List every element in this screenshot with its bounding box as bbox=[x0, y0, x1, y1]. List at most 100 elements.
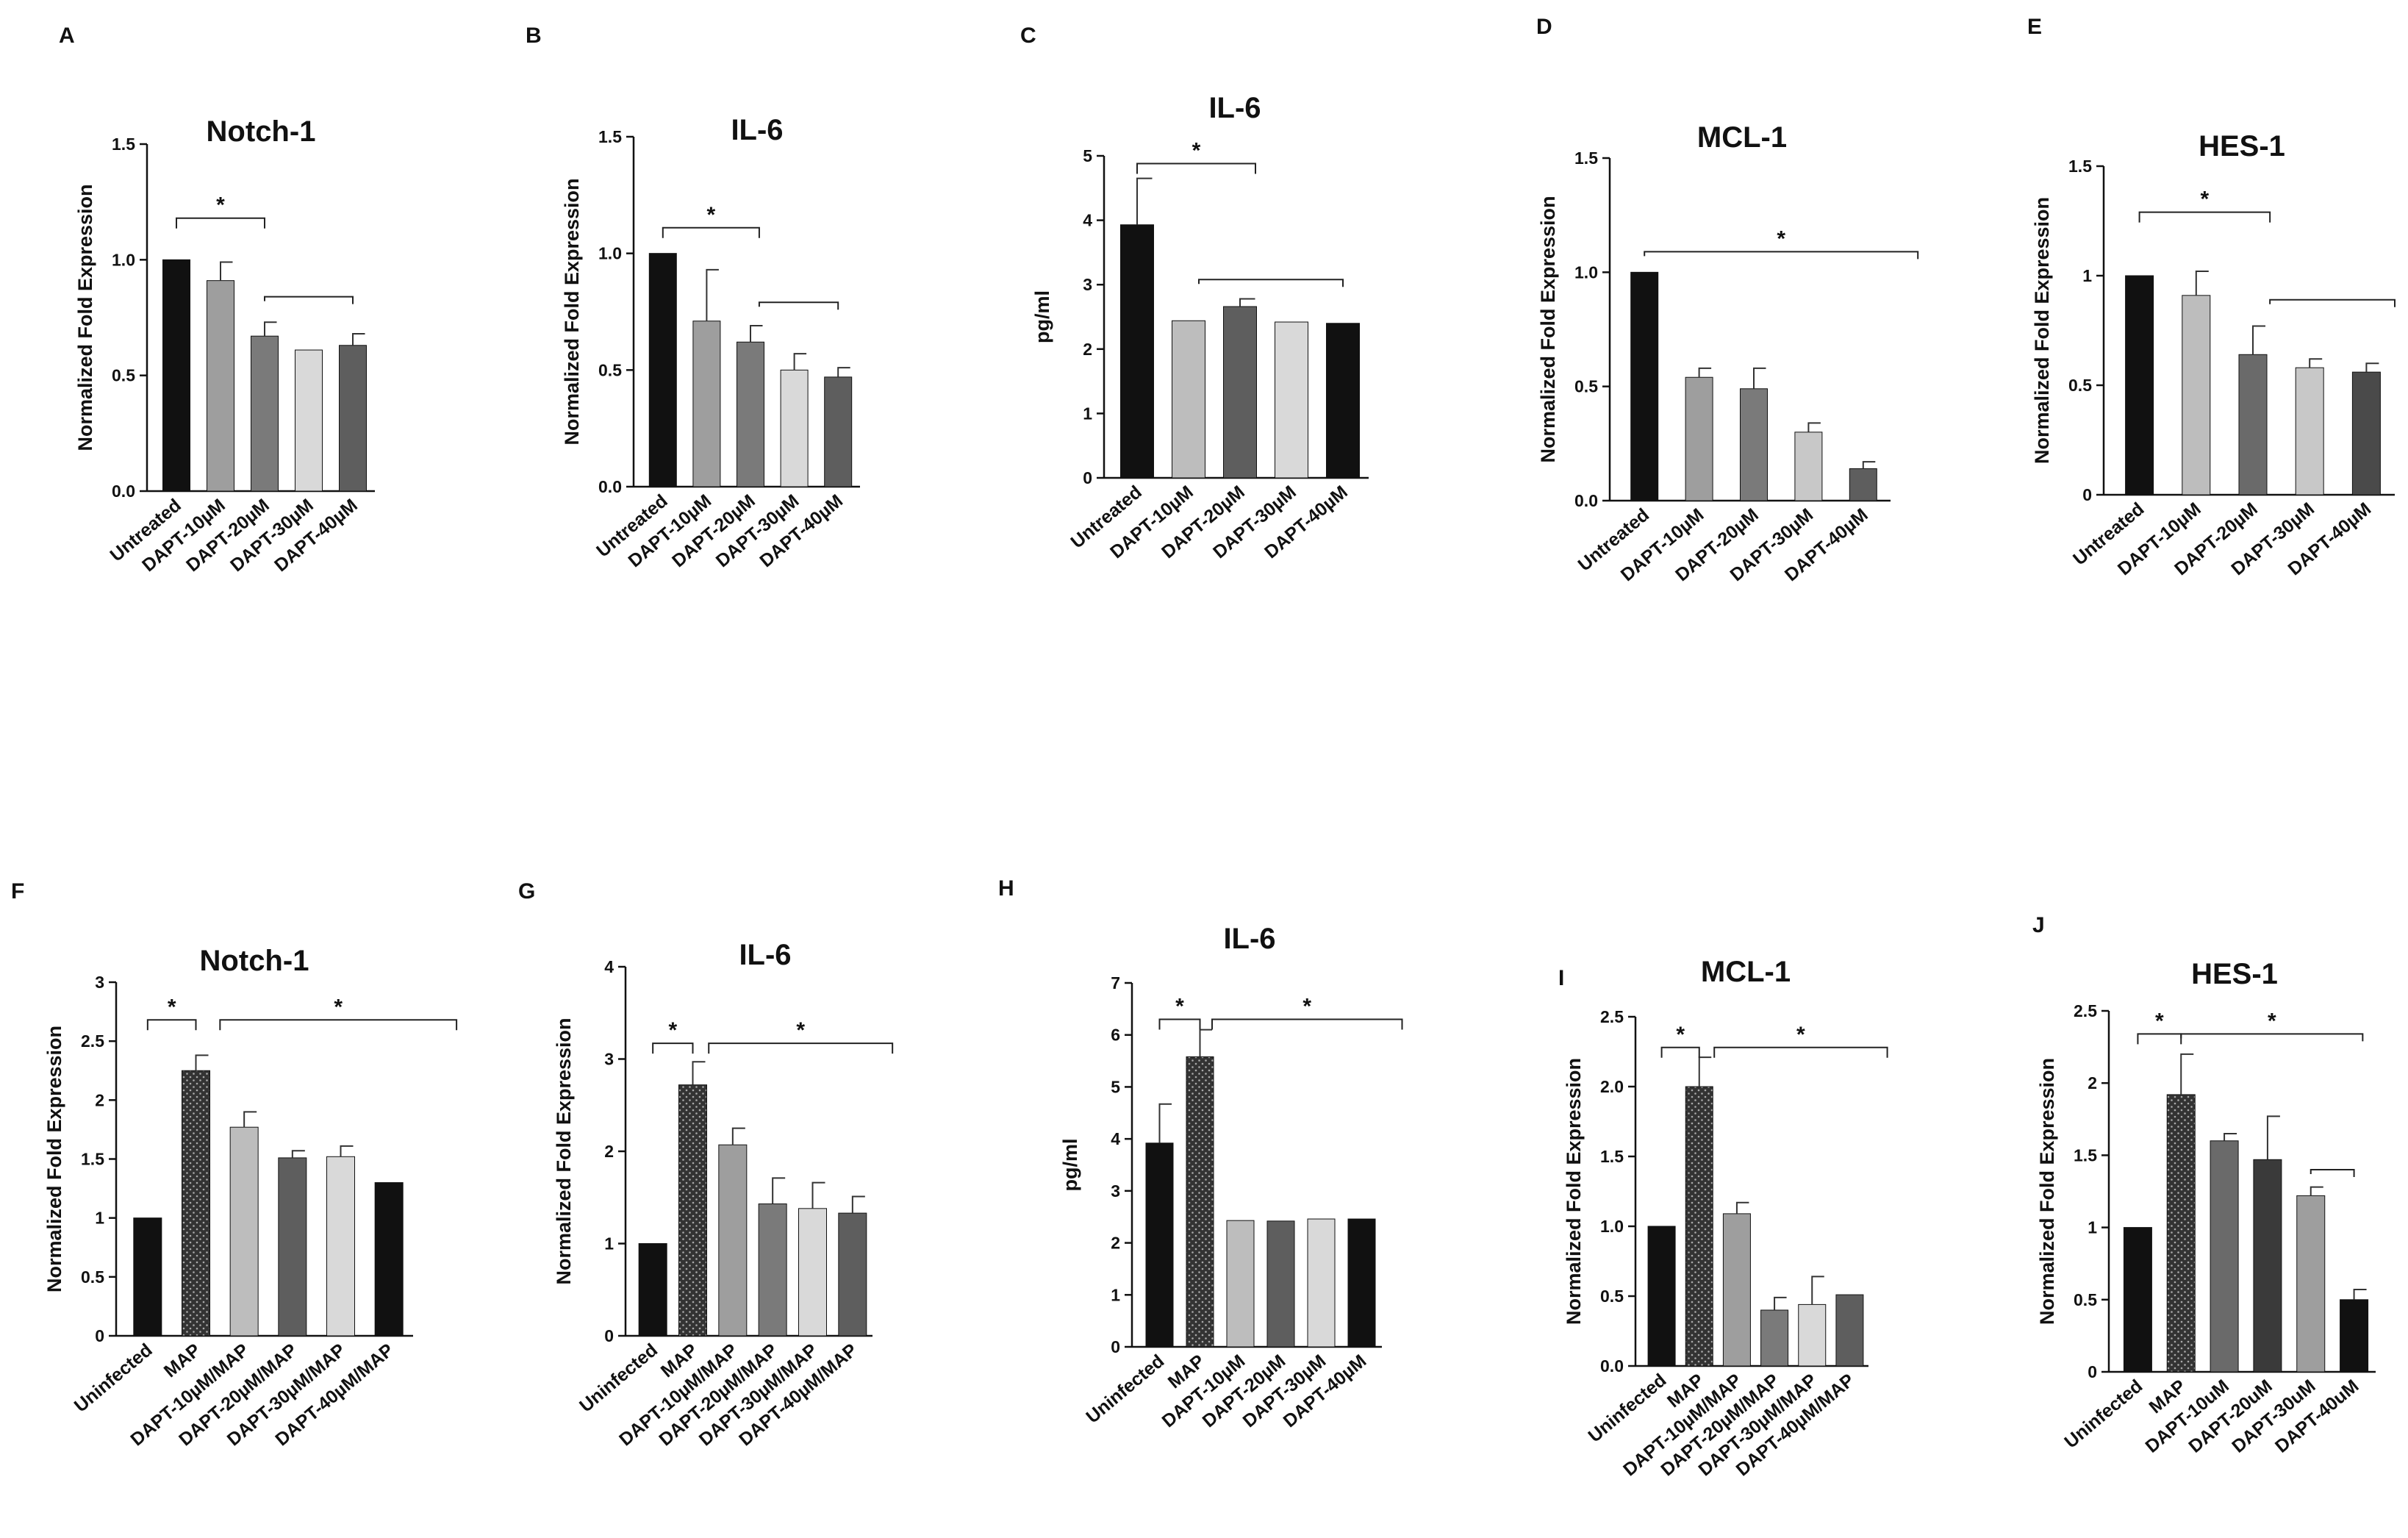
significance-marker: * bbox=[168, 995, 176, 1019]
y-axis-label: Normalized Fold Expression bbox=[2031, 197, 2053, 464]
error-bar-2 bbox=[195, 1054, 209, 1071]
bar-3 bbox=[251, 335, 279, 492]
bar-3 bbox=[1226, 1220, 1255, 1348]
error-bar-4 bbox=[1774, 1296, 1787, 1310]
panel-letter: J bbox=[2032, 913, 2045, 937]
error-bar-3 bbox=[731, 1127, 745, 1145]
error-bar-5 bbox=[352, 333, 365, 346]
significance-bracket bbox=[758, 301, 839, 310]
chart-title: MCL-1 bbox=[1701, 956, 1791, 988]
chart-title: IL-6 bbox=[1208, 92, 1261, 124]
error-bar-5 bbox=[1811, 1276, 1824, 1305]
error-bar-3 bbox=[2252, 325, 2265, 355]
significance-marker: * bbox=[1192, 139, 1201, 163]
bar-5 bbox=[1849, 468, 1877, 501]
significance-bracket bbox=[1644, 251, 1919, 260]
y-tick-label: 1.0 bbox=[1600, 1217, 1624, 1236]
bar-4 bbox=[295, 349, 323, 492]
bar-1 bbox=[1630, 271, 1659, 501]
significance-marker: * bbox=[707, 203, 716, 227]
error-bar-2 bbox=[1698, 367, 1712, 378]
chart-title: IL-6 bbox=[731, 114, 783, 146]
error-bar-3 bbox=[1735, 1201, 1749, 1214]
chart-title: Notch-1 bbox=[200, 945, 309, 977]
significance-bracket bbox=[652, 1042, 694, 1054]
x-tick-label: Uninfected bbox=[71, 1340, 157, 1416]
error-bar-4 bbox=[772, 1177, 786, 1204]
significance-bracket bbox=[264, 296, 354, 304]
bar-3 bbox=[229, 1126, 259, 1337]
significance-bracket bbox=[662, 226, 760, 238]
y-tick-label: 0.0 bbox=[112, 482, 135, 501]
error-bar-4 bbox=[2266, 1115, 2280, 1160]
bar-5 bbox=[326, 1156, 355, 1337]
bar-4 bbox=[780, 369, 809, 487]
y-tick-label: 1 bbox=[604, 1234, 614, 1253]
error-bar-1 bbox=[1158, 1103, 1172, 1143]
error-bar-6 bbox=[2353, 1289, 2367, 1300]
bar-1 bbox=[2125, 275, 2154, 496]
y-tick-label: 0.5 bbox=[81, 1267, 104, 1287]
chart-title: HES-1 bbox=[2199, 130, 2285, 162]
y-tick-label: 7 bbox=[1111, 973, 1120, 992]
y-tick-label: 2 bbox=[2088, 1073, 2097, 1092]
panel-J: J HES-1 Normalized Fold Expression 0 0.5 1 1.5… bbox=[2032, 913, 2376, 1457]
bar-2 bbox=[678, 1084, 707, 1337]
significance-bracket bbox=[1713, 1046, 1888, 1058]
y-tick-label: 1 bbox=[2088, 1218, 2097, 1237]
y-tick-label: 2.5 bbox=[2074, 1001, 2097, 1020]
bar-2 bbox=[182, 1070, 210, 1337]
error-bar-4 bbox=[291, 1150, 305, 1158]
bar-3 bbox=[1223, 306, 1257, 479]
bar-5 bbox=[798, 1208, 827, 1337]
significance-bracket bbox=[2138, 211, 2271, 223]
bar-2 bbox=[1685, 376, 1713, 501]
y-tick-label: 1.5 bbox=[81, 1150, 104, 1169]
error-bar-2 bbox=[2180, 1053, 2194, 1095]
error-bar-4 bbox=[2309, 358, 2323, 368]
bar-6 bbox=[1347, 1218, 1376, 1348]
chart-title: Notch-1 bbox=[207, 115, 316, 148]
y-axis-label: Normalized Fold Expression bbox=[1537, 196, 1559, 462]
chart-title: MCL-1 bbox=[1697, 121, 1787, 154]
panel-letter: I bbox=[1558, 966, 1564, 990]
y-tick-label: 0 bbox=[1111, 1337, 1120, 1356]
significance-marker: * bbox=[1777, 226, 1785, 251]
bar-5 bbox=[1798, 1303, 1827, 1367]
error-bar-2 bbox=[1199, 1029, 1212, 1057]
y-axis-label: pg/ml bbox=[1031, 290, 1053, 343]
bar-4 bbox=[1266, 1220, 1295, 1348]
y-axis-label: Normalized Fold Expression bbox=[553, 1017, 575, 1284]
bar-3 bbox=[1740, 388, 1768, 501]
significance-marker: * bbox=[2268, 1009, 2276, 1033]
bar-4 bbox=[1760, 1309, 1789, 1367]
panel-letter: A bbox=[59, 24, 75, 48]
panel-letter: E bbox=[2027, 15, 2042, 39]
panel-G: G IL-6 Normalized Fold Expression 0 1 2 3 4 Unin… bbox=[518, 879, 894, 1451]
bar-5 bbox=[1326, 323, 1360, 479]
significance-bracket bbox=[1211, 1018, 1403, 1030]
y-tick-label: 0 bbox=[2082, 485, 2092, 504]
panel-letter: F bbox=[11, 879, 24, 904]
bar-6 bbox=[1835, 1294, 1864, 1367]
error-bar-6 bbox=[851, 1195, 865, 1214]
x-tick-label: Uninfected bbox=[1082, 1351, 1168, 1427]
y-tick-label: 0.0 bbox=[1574, 491, 1598, 510]
y-tick-label: 0.5 bbox=[1574, 377, 1598, 396]
bar-2 bbox=[1186, 1056, 1214, 1348]
significance-bracket bbox=[2180, 1033, 2364, 1042]
bar-3 bbox=[718, 1144, 748, 1337]
panel-E: E HES-1 Normalized Fold Expression 0 0.5 1 1.5… bbox=[2027, 15, 2396, 579]
x-tick-label: Uninfected bbox=[576, 1340, 662, 1416]
chart-title: HES-1 bbox=[2191, 958, 2278, 990]
bar-5 bbox=[824, 376, 853, 487]
bar-1 bbox=[162, 259, 190, 492]
panel-H: HIL-6pg/ml01234567UninfectedMAPDAPT-10µM… bbox=[998, 876, 1403, 1431]
y-tick-label: 5 bbox=[1111, 1077, 1120, 1096]
y-axis-label: Normalized Fold Expression bbox=[74, 184, 96, 451]
y-tick-label: 2.5 bbox=[81, 1031, 104, 1051]
bar-2 bbox=[2182, 295, 2211, 496]
error-bar-4 bbox=[1807, 422, 1821, 432]
bar-5 bbox=[2296, 1195, 2326, 1373]
